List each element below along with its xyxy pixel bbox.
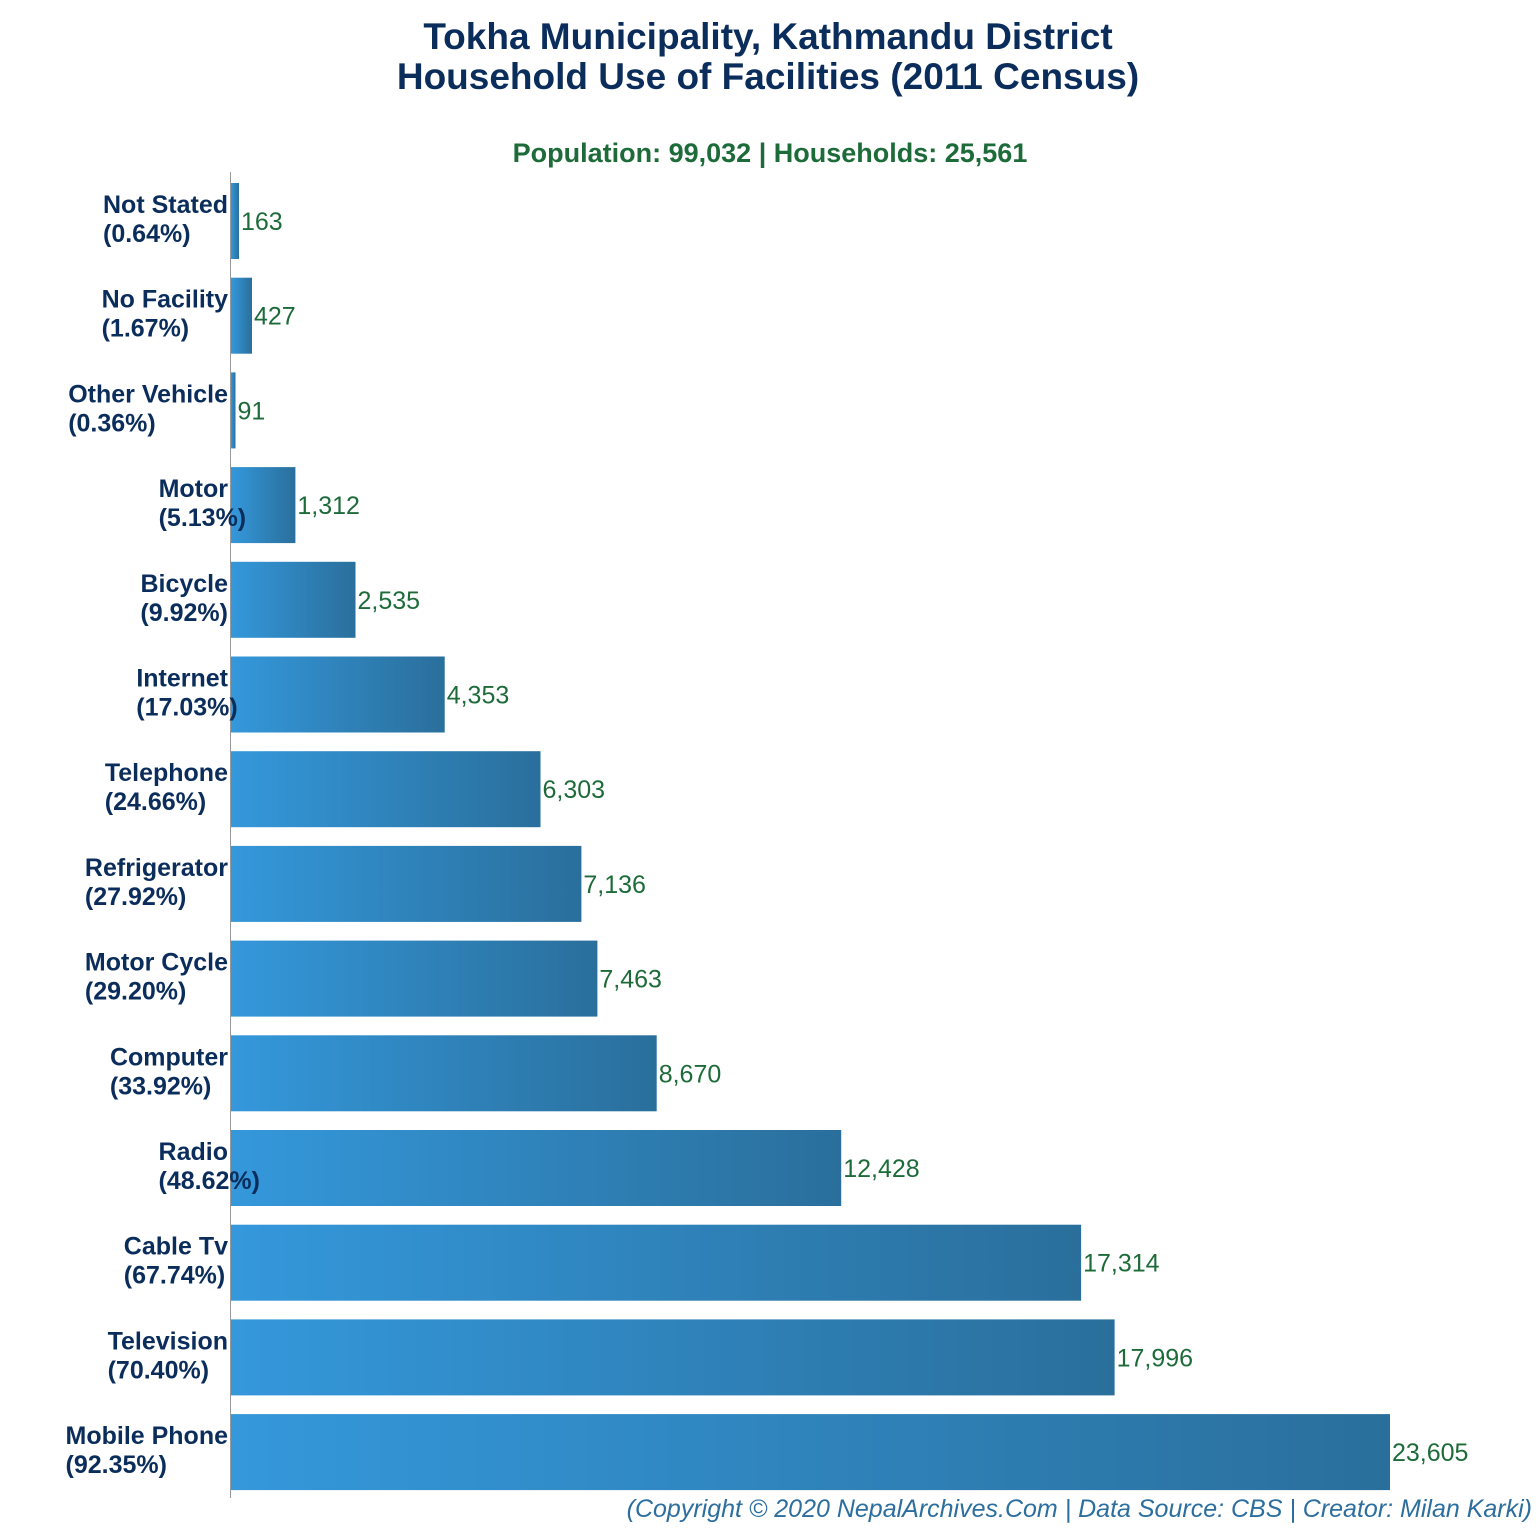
category-pct-refrigerator: (27.92%) <box>85 883 186 911</box>
value-label-motor: 1,312 <box>297 492 360 520</box>
chart-footer: (Copyright © 2020 NepalArchives.Com | Da… <box>627 1495 1532 1523</box>
value-label-television: 17,996 <box>1117 1344 1193 1372</box>
bar-not-stated <box>231 183 239 259</box>
category-pct-mobile-phone: (92.35%) <box>66 1451 167 1479</box>
bar-motor <box>231 467 296 544</box>
category-label-mobile-phone: Mobile Phone <box>66 1422 229 1450</box>
category-pct-other-vehicle: (0.36%) <box>68 409 156 437</box>
bar-bicycle <box>231 561 356 638</box>
category-pct-motor: (5.13%) <box>159 504 247 532</box>
bar-motor-cycle <box>231 940 598 1017</box>
bar-computer <box>231 1035 657 1112</box>
bar-refrigerator <box>231 845 582 922</box>
category-label-other-vehicle: Other Vehicle <box>68 380 228 408</box>
value-label-cable-tv: 17,314 <box>1083 1250 1160 1278</box>
chart-subtitle: Population: 99,032 | Households: 25,561 <box>513 138 1028 168</box>
category-label-no-facility: No Facility <box>102 286 229 314</box>
category-label-telephone: Telephone <box>105 759 228 787</box>
bar-no-facility <box>231 277 252 354</box>
value-label-radio: 12,428 <box>843 1155 919 1183</box>
category-pct-television: (70.40%) <box>108 1356 209 1384</box>
bar-television <box>231 1319 1115 1396</box>
value-label-mobile-phone: 23,605 <box>1392 1439 1468 1467</box>
category-label-refrigerator: Refrigerator <box>85 854 228 882</box>
category-pct-computer: (33.92%) <box>110 1072 211 1100</box>
category-pct-motor-cycle: (29.20%) <box>85 978 186 1006</box>
bar-cable-tv <box>231 1224 1082 1301</box>
value-label-bicycle: 2,535 <box>358 587 421 615</box>
category-pct-no-facility: (1.67%) <box>102 315 190 343</box>
category-pct-cable-tv: (67.74%) <box>124 1262 225 1290</box>
category-label-cable-tv: Cable Tv <box>124 1233 228 1261</box>
category-pct-internet: (17.03%) <box>136 694 237 722</box>
category-label-television: Television <box>108 1327 228 1355</box>
value-label-internet: 4,353 <box>447 682 510 710</box>
value-label-no-facility: 427 <box>254 303 296 331</box>
category-label-internet: Internet <box>136 665 228 693</box>
bar-other-vehicle <box>231 372 236 449</box>
category-pct-telephone: (24.66%) <box>105 788 206 816</box>
value-label-not-stated: 163 <box>241 208 283 236</box>
category-label-motor: Motor <box>159 475 229 503</box>
bar-internet <box>231 656 445 733</box>
chart-title-line1: Tokha Municipality, Kathmandu District <box>423 16 1112 57</box>
category-label-radio: Radio <box>159 1138 228 1166</box>
category-pct-bicycle: (9.92%) <box>140 599 228 627</box>
category-label-not-stated: Not Stated <box>103 191 228 219</box>
value-label-other-vehicle: 91 <box>238 397 266 425</box>
category-pct-not-stated: (0.64%) <box>103 220 191 248</box>
bar-telephone <box>231 751 541 828</box>
category-label-bicycle: Bicycle <box>140 570 228 598</box>
value-label-telephone: 6,303 <box>543 776 606 804</box>
bars-group: 163 Not Stated(0.64%) 427 No Facility(1.67%… <box>66 183 1468 1491</box>
value-label-motor-cycle: 7,463 <box>599 966 662 994</box>
category-label-computer: Computer <box>110 1043 228 1071</box>
value-label-computer: 8,670 <box>659 1060 722 1088</box>
category-pct-radio: (48.62%) <box>159 1167 260 1195</box>
value-label-refrigerator: 7,136 <box>583 871 646 899</box>
bar-radio <box>231 1130 842 1206</box>
bar-mobile-phone <box>231 1414 1390 1491</box>
chart-title-line2: Household Use of Facilities (2011 Census… <box>397 56 1139 97</box>
category-label-motor-cycle: Motor Cycle <box>85 949 228 977</box>
